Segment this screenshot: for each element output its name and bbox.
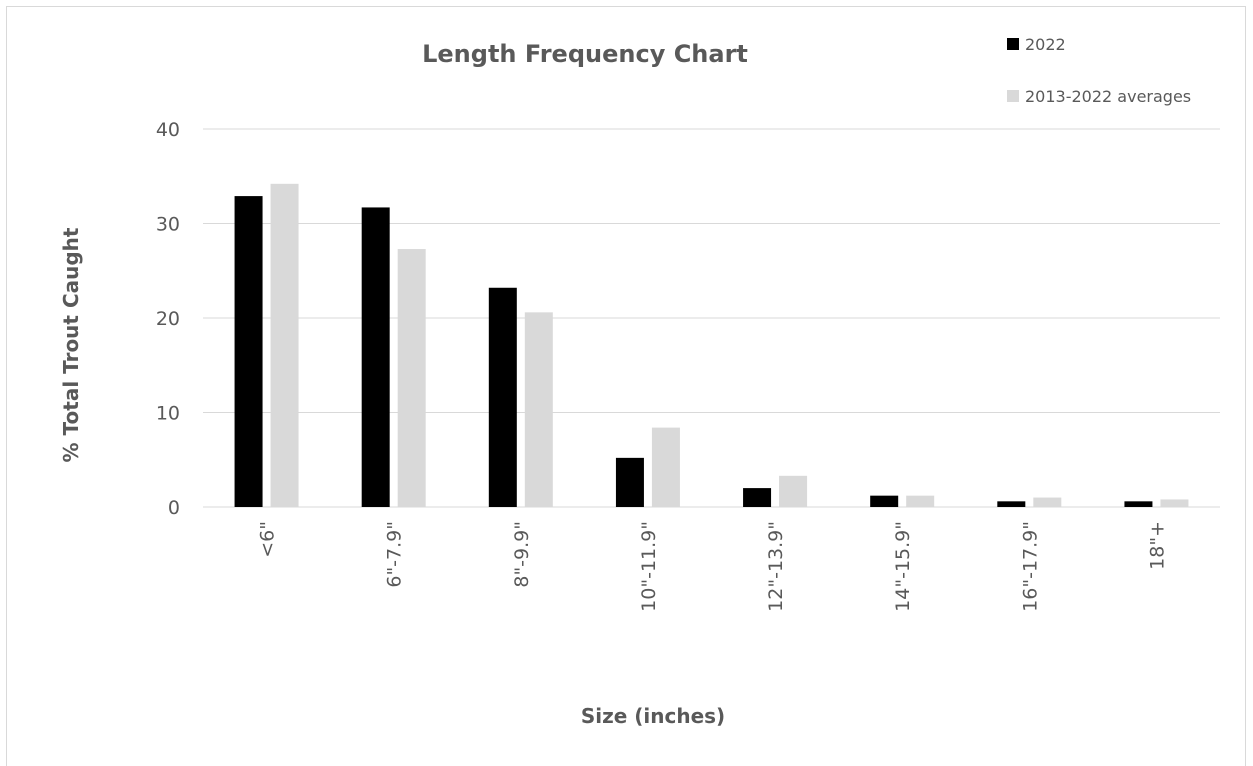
bars — [234, 183, 1189, 507]
bar-series-2022 — [870, 495, 899, 507]
chart-title: Length Frequency Chart — [422, 40, 748, 68]
bar-series-averages — [270, 183, 299, 507]
gridlines — [203, 128, 1220, 508]
y-tick-label: 30 — [156, 214, 180, 236]
legend-label: 2022 — [1025, 35, 1066, 54]
y-tick-label: 20 — [156, 308, 180, 330]
bar-series-2022 — [361, 207, 390, 507]
x-tick-label: 14"-15.9" — [892, 521, 914, 612]
x-tick-label: 12"-13.9" — [765, 521, 787, 612]
y-axis-title: % Total Trout Caught — [59, 227, 83, 462]
x-axis-title: Size (inches) — [581, 704, 725, 728]
legend: 2022 2013-2022 averages — [1007, 35, 1191, 106]
x-axis-ticks: <6" 6"-7.9" 8"-9.9" 10"-11.9" 12"-13.9" 14"-1… — [257, 521, 1169, 612]
x-tick-label: <6" — [257, 521, 279, 558]
bar-series-averages — [779, 475, 808, 507]
x-tick-label: 16"-17.9" — [1019, 521, 1041, 612]
legend-swatch — [1007, 38, 1019, 50]
y-tick-label: 10 — [156, 403, 180, 425]
bar-series-2022 — [234, 196, 263, 507]
bar-series-2022 — [743, 488, 772, 507]
bar-series-2022 — [615, 457, 644, 507]
chart-frame — [6, 6, 1246, 766]
y-tick-label: 0 — [168, 497, 180, 519]
x-tick-label: 10"-11.9" — [638, 521, 660, 612]
legend-label: 2013-2022 averages — [1025, 87, 1191, 106]
bar-series-averages — [397, 249, 426, 507]
x-tick-label: 8"-9.9" — [511, 521, 533, 588]
bar-series-averages — [524, 312, 553, 507]
bar-series-averages — [1160, 499, 1189, 507]
bar-series-2022 — [997, 501, 1026, 507]
x-tick-label: 6"-7.9" — [384, 521, 406, 588]
y-tick-label: 40 — [156, 119, 180, 141]
bar-series-averages — [1033, 497, 1062, 507]
y-axis-ticks: 0 10 20 30 40 — [156, 119, 180, 519]
bar-series-2022 — [488, 287, 517, 507]
bar-series-averages — [651, 427, 680, 507]
legend-swatch — [1007, 90, 1019, 102]
bar-series-2022 — [1124, 501, 1153, 507]
x-tick-label: 18"+ — [1146, 521, 1168, 570]
bar-series-averages — [906, 495, 935, 507]
